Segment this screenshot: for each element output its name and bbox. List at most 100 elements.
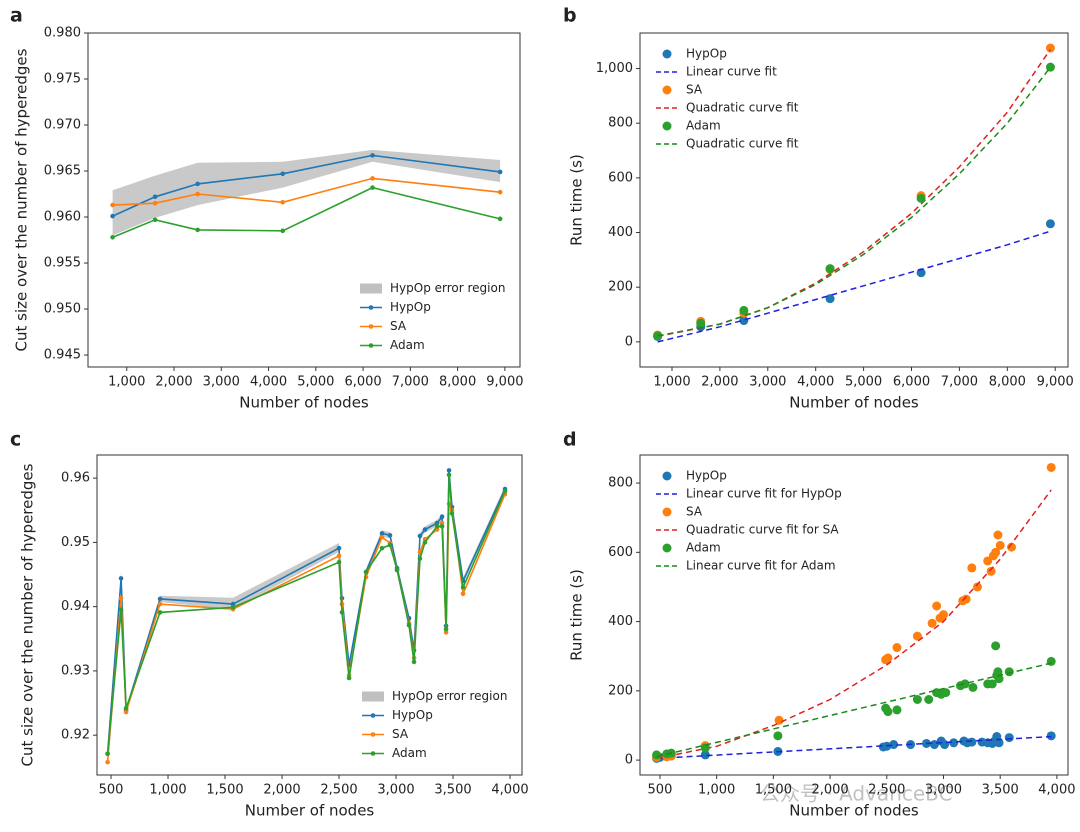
legend-swatch (662, 49, 672, 59)
fit-line (656, 489, 1052, 760)
point (157, 596, 163, 602)
point (195, 227, 200, 233)
x-tick-label: 7,000 (392, 375, 429, 390)
y-tick-label: 0 (625, 753, 633, 768)
point (110, 202, 115, 208)
point (387, 542, 393, 548)
panel-label: a (10, 5, 23, 27)
legend-label: HypOp (392, 708, 433, 722)
x-tick-label: 2,000 (701, 375, 738, 390)
point (739, 305, 749, 315)
point (280, 171, 286, 177)
legend-swatch (662, 471, 672, 481)
point (994, 674, 1004, 684)
fit-line (657, 230, 1051, 343)
point (449, 511, 455, 516)
point (986, 566, 996, 576)
point (110, 213, 115, 219)
y-tick-label: 0.93 (61, 663, 90, 678)
x-tick-label: 6,000 (344, 375, 381, 390)
watermark: 公众号 · AdvanceBC (760, 782, 953, 806)
point (336, 545, 342, 551)
point (700, 750, 710, 760)
point (406, 622, 412, 628)
point (339, 610, 345, 615)
legend-label: HypOp (686, 47, 727, 61)
x-tick-label: 2,500 (320, 783, 357, 798)
point (892, 643, 902, 653)
y-tick-label: 0 (625, 334, 633, 349)
point (924, 695, 934, 705)
x-axis-label: Number of nodes (245, 802, 375, 820)
y-tick-label: 0.92 (61, 728, 90, 743)
y-tick-label: 600 (608, 170, 633, 185)
point (941, 688, 951, 698)
y-tick-label: 0.94 (61, 599, 90, 614)
legend-label: Linear curve fit for Adam (686, 559, 836, 573)
point (968, 682, 978, 692)
x-tick-label: 2,000 (811, 783, 848, 798)
legend-label: SA (392, 727, 409, 741)
legend-swatch (362, 691, 384, 702)
point (502, 488, 508, 494)
series-line (112, 186, 501, 239)
point (446, 472, 452, 478)
point (1007, 542, 1017, 552)
point (1004, 733, 1014, 743)
point (417, 556, 423, 561)
point (363, 569, 369, 575)
legend-label: HypOp error region (390, 281, 505, 295)
x-tick-label: 1,000 (698, 783, 735, 798)
point (932, 601, 942, 611)
point (774, 715, 784, 725)
point (960, 679, 970, 689)
point (961, 594, 971, 604)
legend-label: Adam (686, 119, 721, 133)
point (696, 318, 706, 328)
legend-swatch (662, 121, 672, 131)
fit-line (657, 66, 1051, 337)
point (700, 743, 710, 753)
x-tick-label: 5,000 (845, 375, 882, 390)
point (652, 750, 662, 760)
y-tick-label: 0.965 (44, 164, 81, 179)
legend-swatch (368, 305, 374, 310)
x-tick-label: 4,000 (1038, 783, 1075, 798)
y-tick-label: 400 (608, 225, 633, 240)
y-tick-label: 400 (608, 614, 633, 629)
legend-box (648, 463, 848, 579)
point (434, 524, 440, 529)
point (993, 530, 1003, 540)
point (991, 641, 1001, 651)
x-tick-label: 3,500 (434, 783, 471, 798)
point (460, 585, 466, 590)
point (460, 591, 466, 597)
x-axis-label: Number of nodes (239, 394, 369, 412)
point (439, 524, 445, 529)
point (938, 610, 948, 620)
panel-label: c (10, 429, 21, 451)
y-tick-label: 200 (608, 280, 633, 295)
legend-swatch (360, 283, 382, 294)
point (110, 234, 115, 240)
legend-label: Quadratic curve fit (686, 101, 799, 115)
plot-frame (96, 454, 523, 776)
point (379, 531, 385, 536)
point (118, 595, 124, 601)
y-axis-label: Run time (s) (568, 569, 586, 661)
point (825, 264, 835, 274)
fit-line (656, 662, 1052, 758)
x-tick-label: 1,000 (653, 375, 690, 390)
point (195, 181, 200, 187)
error-band (112, 149, 501, 236)
point (991, 547, 1001, 557)
legend-label: Linear curve fit for HypOp (686, 487, 842, 501)
y-tick-label: 600 (608, 545, 633, 560)
x-tick-label: 2,000 (155, 375, 192, 390)
point (1046, 462, 1056, 472)
point (927, 618, 937, 628)
x-tick-label: 2,500 (868, 783, 905, 798)
y-tick-label: 0.960 (44, 210, 81, 225)
x-axis-label: Number of nodes (789, 394, 919, 412)
point (195, 191, 200, 197)
